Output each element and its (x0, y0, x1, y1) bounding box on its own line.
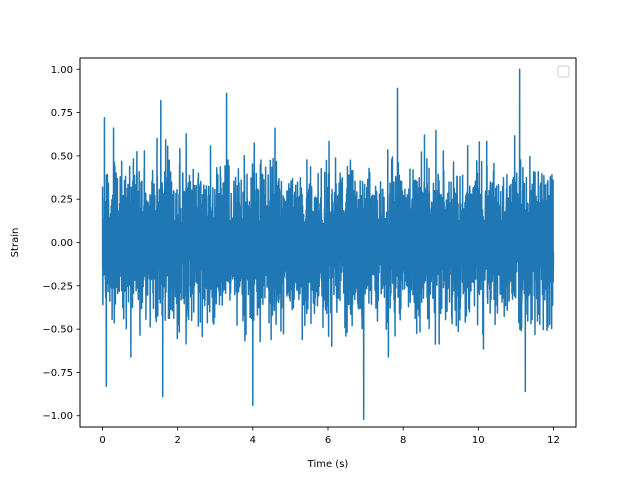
y-tick-label: −1.00 (42, 411, 73, 422)
y-axis-ticks: −1.00 −0.75 −0.50 −0.25 0.00 0.25 0.50 0.75 1.00 (42, 65, 80, 422)
y-axis-label: Strain (10, 228, 21, 258)
y-tick-label: 0.50 (51, 151, 73, 162)
y-tick-label: 0.25 (51, 195, 73, 206)
x-tick-label: 4 (250, 435, 256, 446)
x-tick-label: 8 (400, 435, 406, 446)
x-tick-label: 10 (472, 435, 485, 446)
y-tick-label: 0.00 (51, 238, 73, 249)
legend-box (557, 65, 570, 78)
plot-area (101, 68, 555, 420)
x-tick-label: 12 (547, 435, 560, 446)
y-tick-label: −0.25 (42, 281, 73, 292)
y-tick-label: −0.50 (42, 325, 73, 336)
x-tick-label: 0 (99, 435, 105, 446)
y-tick-label: 0.75 (51, 108, 73, 119)
x-axis-ticks: 0 2 4 6 8 10 12 (99, 427, 560, 446)
axes-frame (79, 57, 577, 428)
strain-series-line (101, 68, 555, 420)
y-tick-label: 1.00 (51, 65, 73, 76)
x-tick-label: 6 (325, 435, 331, 446)
y-tick-label: −0.75 (42, 368, 73, 379)
x-axis-label: Time (s) (307, 459, 349, 470)
x-tick-label: 2 (175, 435, 181, 446)
